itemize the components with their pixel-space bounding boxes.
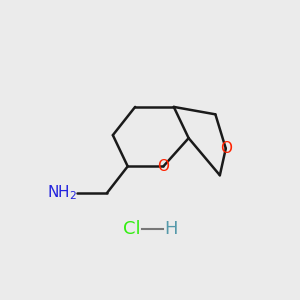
Text: O: O: [158, 159, 169, 174]
Text: H: H: [164, 220, 178, 238]
Text: O: O: [220, 141, 232, 156]
Text: NH$_2$: NH$_2$: [47, 184, 77, 202]
Text: Cl: Cl: [123, 220, 141, 238]
